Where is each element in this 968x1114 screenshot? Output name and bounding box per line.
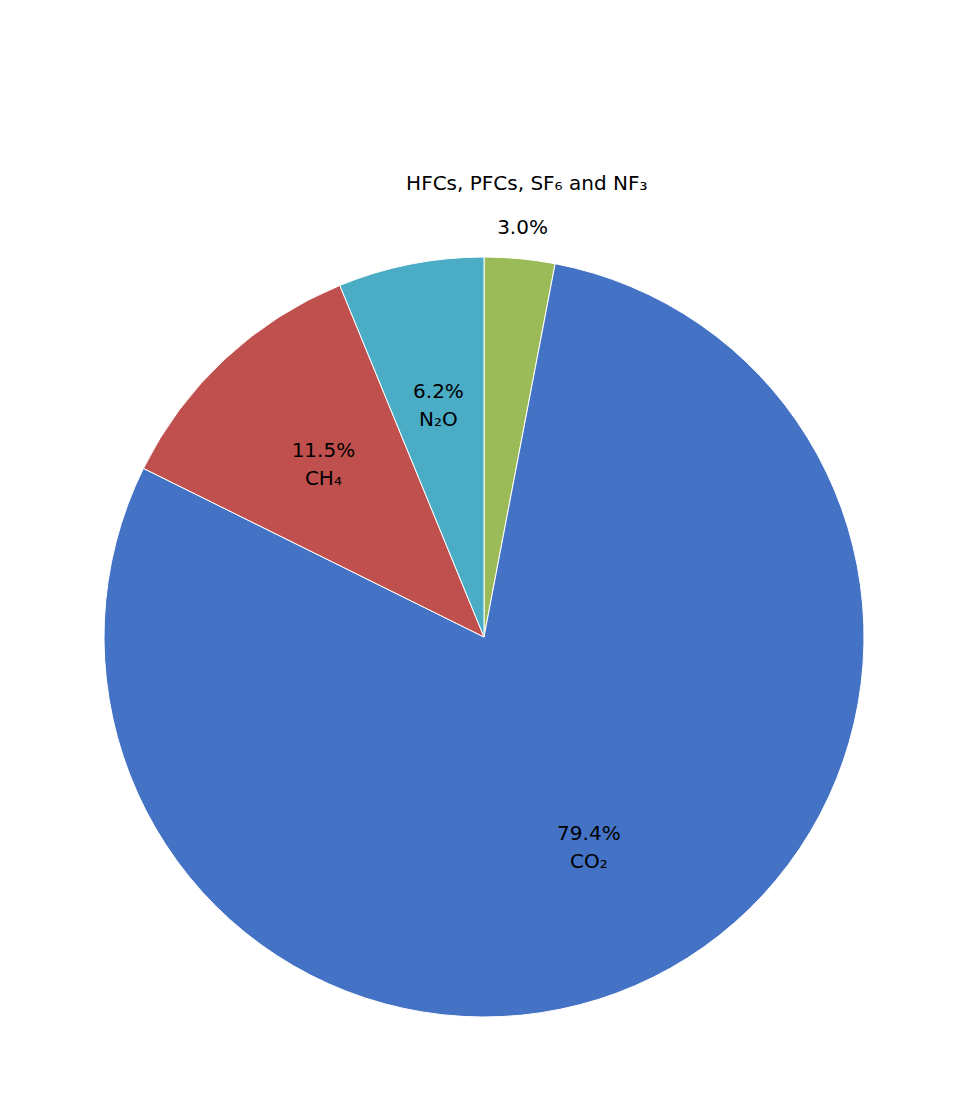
data-label: 79.4%	[557, 821, 621, 845]
category-label: N₂O	[419, 407, 458, 431]
chart: 3.0% HFCs, PFCs, SF₆ and NF₃ 79.4% CO₂ 11.5%…	[0, 0, 968, 1114]
pie-slice	[340, 257, 484, 637]
category-label: CO₂	[570, 849, 608, 873]
pie	[104, 257, 864, 1017]
data-label: 3.0%	[497, 215, 548, 239]
data-label: 6.2%	[413, 379, 464, 403]
data-label: 11.5%	[292, 438, 356, 462]
category-label: HFCs, PFCs, SF₆ and NF₃	[406, 171, 647, 195]
category-label: CH₄	[305, 466, 342, 490]
labels: 3.0% HFCs, PFCs, SF₆ and NF₃ 79.4% CO₂ 11.5%…	[292, 171, 648, 874]
